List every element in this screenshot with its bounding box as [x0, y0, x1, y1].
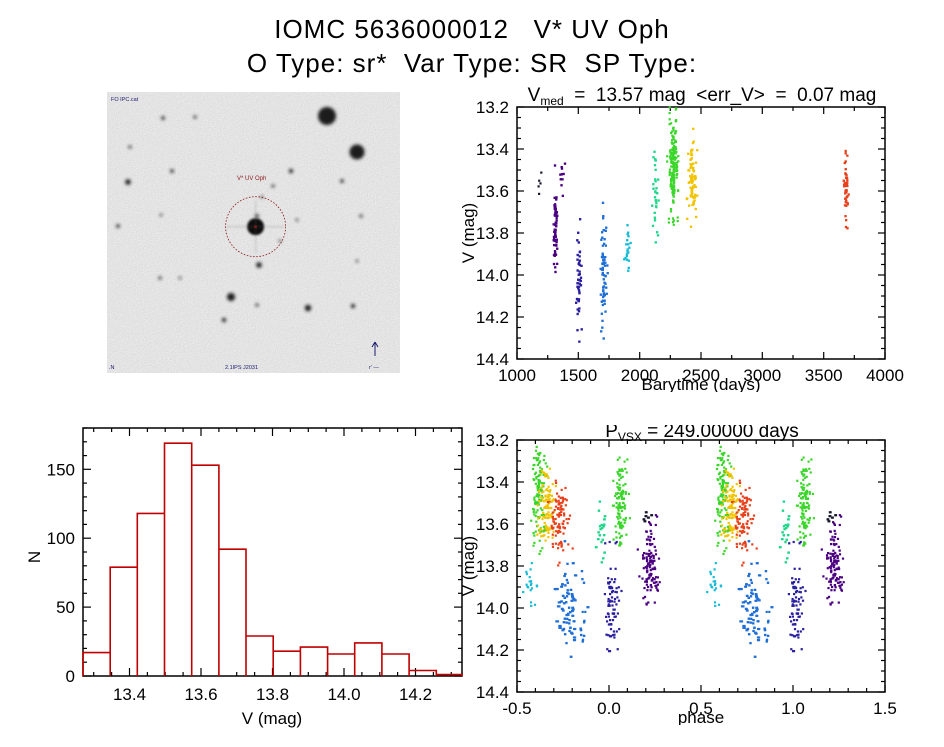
svg-text:13.8: 13.8 [476, 557, 509, 576]
svg-text:0: 0 [66, 667, 75, 686]
svg-text:14.2: 14.2 [476, 641, 509, 660]
svg-text:14.2: 14.2 [476, 308, 509, 327]
svg-text:14.0: 14.0 [327, 685, 360, 704]
svg-text:13.2: 13.2 [476, 431, 509, 450]
svg-text:150: 150 [47, 460, 75, 479]
svg-text:V* UV Oph: V* UV Oph [237, 176, 266, 182]
svg-text:13.8: 13.8 [256, 685, 289, 704]
svg-text:1500: 1500 [559, 366, 597, 385]
svg-text:14.0: 14.0 [476, 266, 509, 285]
svg-text:.N: .N [109, 365, 115, 371]
svg-text:N: N [26, 551, 44, 563]
svg-text:1.5: 1.5 [873, 699, 897, 718]
svg-text:14.4: 14.4 [476, 683, 509, 702]
svg-text:V (mag): V (mag) [460, 203, 478, 263]
svg-text:14.2: 14.2 [399, 685, 432, 704]
svg-text:14.4: 14.4 [476, 350, 509, 369]
svg-text:14.0: 14.0 [476, 599, 509, 618]
svg-text:0.0: 0.0 [597, 699, 621, 718]
svg-text:13.4: 13.4 [476, 140, 509, 159]
svg-text:2.1IPS J2031: 2.1IPS J2031 [225, 365, 258, 371]
svg-text:phase: phase [678, 708, 724, 725]
svg-text:50: 50 [56, 598, 75, 617]
svg-text:13.2: 13.2 [476, 98, 509, 117]
svg-text:FO IPC.cat: FO IPC.cat [111, 97, 139, 103]
svg-text:13.6: 13.6 [476, 515, 509, 534]
svg-text:1.0: 1.0 [781, 699, 805, 718]
svg-text:13.4: 13.4 [476, 473, 509, 492]
svg-text:V (mag): V (mag) [460, 536, 478, 596]
svg-text:13.6: 13.6 [184, 685, 217, 704]
svg-text:4000: 4000 [866, 366, 904, 385]
svg-text:13.6: 13.6 [476, 182, 509, 201]
svg-text:13.8: 13.8 [476, 224, 509, 243]
svg-text:13.4: 13.4 [113, 685, 146, 704]
svg-text:3500: 3500 [805, 366, 843, 385]
svg-text:PVSX = 249.00000 days: PVSX = 249.00000 days [605, 425, 799, 444]
svg-text:r' —: r' — [369, 365, 379, 371]
svg-text:V (mag): V (mag) [242, 709, 302, 728]
svg-text:100: 100 [47, 529, 75, 548]
svg-text:Barytime (days): Barytime (days) [641, 375, 760, 392]
